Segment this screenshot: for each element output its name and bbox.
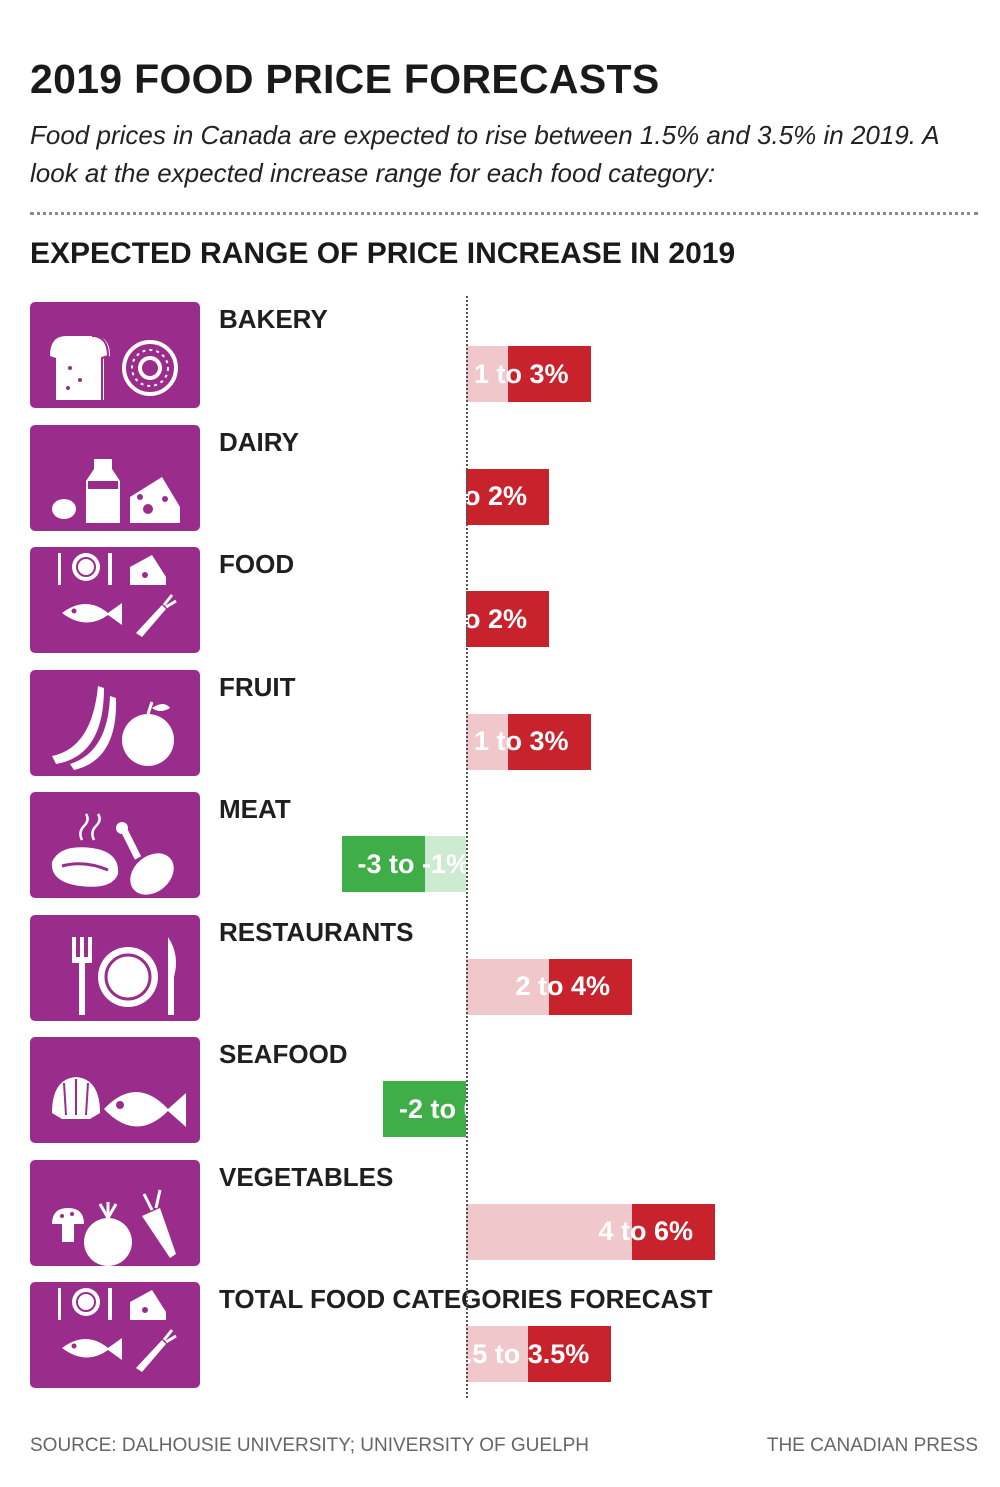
dotted-divider — [30, 212, 978, 215]
food-group-icon — [30, 1282, 200, 1388]
range-label: 1 to 3% — [473, 358, 569, 389]
chart-row: SEAFOOD -2 to 0% — [0, 1037, 1000, 1147]
category-label: RESTAURANTS — [219, 916, 414, 947]
credit-line: THE CANADIAN PRESS — [766, 1435, 978, 1456]
food-group-icon — [30, 547, 200, 653]
range-lead-bar — [466, 1203, 632, 1260]
category-label: MEAT — [219, 794, 291, 824]
chart-row: DAIRY 0 to 2% — [0, 424, 1000, 535]
range-label: 0 to 2% — [432, 481, 527, 511]
range-bar: 2 to 4% — [515, 958, 632, 1015]
range-label: 1.5 to 3.5% — [449, 1338, 590, 1369]
range-bar: 0 to 2% — [432, 468, 549, 525]
range-lead-bar — [466, 958, 549, 1015]
shell-fish-icon — [30, 1037, 200, 1143]
range-label: 4 to 6% — [598, 1216, 693, 1246]
category-label: SEAFOOD — [219, 1039, 348, 1069]
range-label: 2 to 4% — [515, 971, 610, 1001]
chart-row: VEGETABLES 4 to 6% — [0, 1159, 1000, 1270]
range-bar: 1.5 to 3.5% — [450, 1326, 612, 1382]
category-label: FRUIT — [219, 671, 296, 702]
range-lead-bar — [466, 346, 508, 402]
range-lead-bar — [466, 713, 508, 770]
bread-donut-icon — [30, 302, 200, 408]
source-note: SOURCE: DALHOUSIE UNIVERSITY; UNIVERSITY… — [30, 1435, 590, 1456]
category-label: VEGETABLES — [219, 1161, 394, 1192]
zero-axis-line — [466, 296, 468, 1398]
vegetables-icon — [30, 1159, 200, 1266]
range-label: 1 to 3% — [473, 726, 569, 756]
category-label: BAKERY — [219, 304, 328, 334]
range-bar: 1 to 3% — [474, 346, 591, 402]
chart-row: RESTAURANTS 2 to 4% — [0, 914, 1000, 1025]
range-lead-bar — [424, 836, 466, 892]
range-bar: 1 to 3% — [474, 713, 591, 770]
range-bar: -3 to -1% — [341, 836, 470, 892]
range-bar: 0 to 2% — [432, 591, 549, 647]
range-label: -2 to 0% — [399, 1093, 503, 1124]
range-label: 0 to 2% — [432, 603, 527, 634]
steak-drumstick-icon — [30, 792, 200, 898]
chart-subtitle: Food prices in Canada are expected to ri… — [30, 120, 939, 188]
category-label: DAIRY — [219, 426, 299, 457]
category-label: TOTAL FOOD CATEGORIES FORECAST — [219, 1284, 713, 1314]
chart-title: 2019 FOOD PRICE FORECASTS — [30, 56, 660, 102]
range-bar: -2 to 0% — [383, 1081, 503, 1137]
milk-cheese-icon — [30, 424, 200, 531]
range-lead-bar — [466, 1326, 529, 1382]
chart-row: BAKERY 1 to 3% — [0, 302, 1000, 412]
range-label: -3 to -1% — [357, 848, 471, 879]
category-label: FOOD — [219, 549, 295, 579]
chart-row: TOTAL FOOD CATEGORIES FORECAST 1.5 to 3.5… — [0, 1282, 1000, 1392]
section-heading: EXPECTED RANGE OF PRICE INCREASE IN 2019 — [30, 237, 736, 270]
chart-row: MEAT -3 to -1% — [0, 792, 1000, 902]
banana-apple-icon — [30, 669, 200, 776]
chart-row: FRUIT 1 to 3% — [0, 669, 1000, 780]
range-bar: 4 to 6% — [598, 1203, 715, 1260]
plate-cutlery-icon — [30, 914, 200, 1021]
chart-row: FOOD 0 to 2% — [0, 547, 1000, 657]
